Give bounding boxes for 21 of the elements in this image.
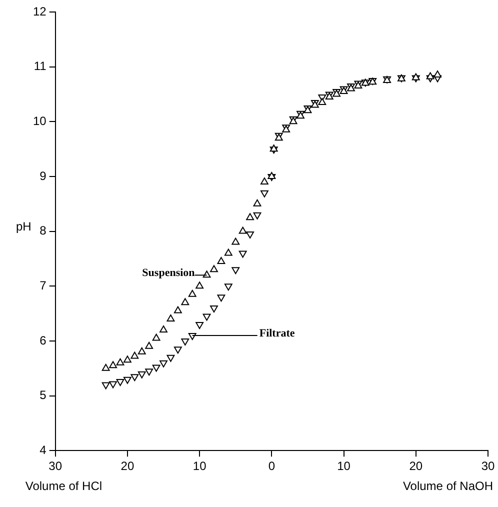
y-tick-label: 5: [40, 388, 47, 402]
y-tick-label: 10: [32, 114, 47, 128]
y-tick-label: 7: [40, 278, 47, 292]
text: Volume of NaOH: [402, 478, 493, 493]
y-tick-label: 8: [40, 224, 47, 238]
y-tick-label: 11: [34, 59, 47, 74]
y-axis-title: pH: [16, 220, 32, 234]
x-tick-label: 20: [409, 459, 423, 474]
x-tick-label: 30: [481, 459, 495, 474]
x-tick-label: 30: [48, 459, 62, 474]
text: Volume of HCl: [25, 478, 102, 493]
annotation: Suspension: [142, 267, 195, 280]
x-tick-label: 10: [337, 459, 351, 474]
y-tick-label: 12: [32, 4, 47, 18]
x-tick-label: 0: [268, 459, 276, 474]
annotation: Filtrate: [259, 327, 295, 340]
y-tick-label: 9: [40, 168, 47, 183]
x-tick-label: 20: [120, 459, 134, 474]
y-tick-label: 4: [40, 442, 47, 457]
x-tick-label: 10: [192, 459, 207, 474]
y-tick-label: 6: [40, 333, 47, 348]
